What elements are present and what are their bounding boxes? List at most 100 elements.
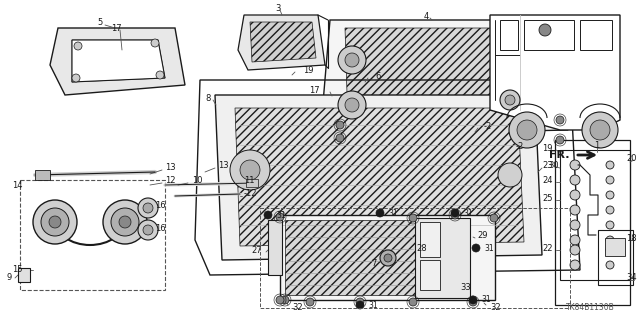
Circle shape [143,225,153,235]
Polygon shape [50,28,185,95]
Polygon shape [72,40,165,82]
Circle shape [505,95,515,105]
Circle shape [41,208,69,236]
Circle shape [384,254,392,262]
Text: 11: 11 [244,175,255,185]
Circle shape [570,160,580,170]
Text: 23: 23 [542,161,553,170]
Circle shape [606,236,614,244]
Text: 31: 31 [481,295,491,305]
Text: 28: 28 [416,244,427,252]
Circle shape [49,216,61,228]
Text: -12: -12 [244,188,257,197]
Bar [35,170,50,180]
Circle shape [409,298,417,306]
Circle shape [451,211,459,219]
Circle shape [336,121,344,129]
Text: 31: 31 [388,209,397,218]
Text: 10: 10 [192,175,202,185]
Text: -2: -2 [484,122,492,131]
Bar [20,180,165,290]
Bar [500,20,518,50]
Text: 5: 5 [97,18,102,27]
Circle shape [338,46,366,74]
Bar [598,230,633,285]
Circle shape [606,221,614,229]
Circle shape [356,301,364,309]
Bar [560,150,630,280]
Circle shape [498,163,522,187]
Circle shape [156,71,164,79]
Text: 31: 31 [484,244,493,252]
Circle shape [469,296,477,304]
Polygon shape [215,95,542,260]
Text: 30: 30 [548,161,559,170]
Circle shape [570,220,580,230]
Bar [580,20,612,50]
Circle shape [509,112,545,148]
Bar [18,268,30,282]
Circle shape [264,211,272,219]
Circle shape [240,160,260,180]
Bar [420,222,440,257]
Circle shape [556,136,564,144]
Text: 17: 17 [309,85,320,94]
Circle shape [306,298,314,306]
Circle shape [606,191,614,199]
Circle shape [380,250,396,266]
Text: 33: 33 [460,284,471,292]
Circle shape [472,244,480,252]
Bar [555,140,630,305]
Text: -2: -2 [516,141,524,150]
Text: 16: 16 [155,223,166,233]
Text: 12: 12 [165,175,175,185]
Bar [420,260,440,290]
Text: 9: 9 [7,274,12,283]
Circle shape [606,261,614,269]
Circle shape [336,134,344,142]
Circle shape [606,206,614,214]
Text: 24: 24 [543,175,553,185]
Circle shape [356,298,364,306]
Bar [246,179,258,187]
Text: 19: 19 [543,143,553,153]
Text: 17: 17 [111,23,122,33]
Text: 31: 31 [463,209,472,218]
Polygon shape [285,220,415,295]
Polygon shape [322,20,568,135]
Circle shape [606,176,614,184]
Circle shape [500,90,520,110]
Circle shape [409,214,417,222]
Text: 34: 34 [627,274,637,283]
Circle shape [606,246,614,254]
Text: 13: 13 [165,163,175,172]
Circle shape [570,235,580,245]
Text: 15: 15 [12,266,22,275]
Text: 20: 20 [627,154,637,163]
Polygon shape [72,40,165,82]
Circle shape [338,91,366,119]
Text: 32: 32 [292,303,303,313]
Polygon shape [235,108,524,246]
Bar [260,208,570,308]
Text: 1: 1 [595,140,600,149]
Bar [415,218,470,298]
Bar [268,220,282,275]
Circle shape [119,216,131,228]
Circle shape [72,74,80,82]
Text: 31: 31 [368,300,378,309]
Text: 3: 3 [275,4,281,12]
Circle shape [138,220,158,240]
Text: 8: 8 [205,93,211,102]
Circle shape [276,213,284,221]
Circle shape [111,208,139,236]
Circle shape [469,298,477,306]
Circle shape [570,205,580,215]
Text: 18: 18 [627,234,637,243]
Circle shape [606,161,614,169]
Circle shape [517,120,537,140]
Circle shape [103,200,147,244]
Circle shape [281,296,289,304]
Text: 4: 4 [424,12,429,20]
Text: 32: 32 [490,303,500,313]
